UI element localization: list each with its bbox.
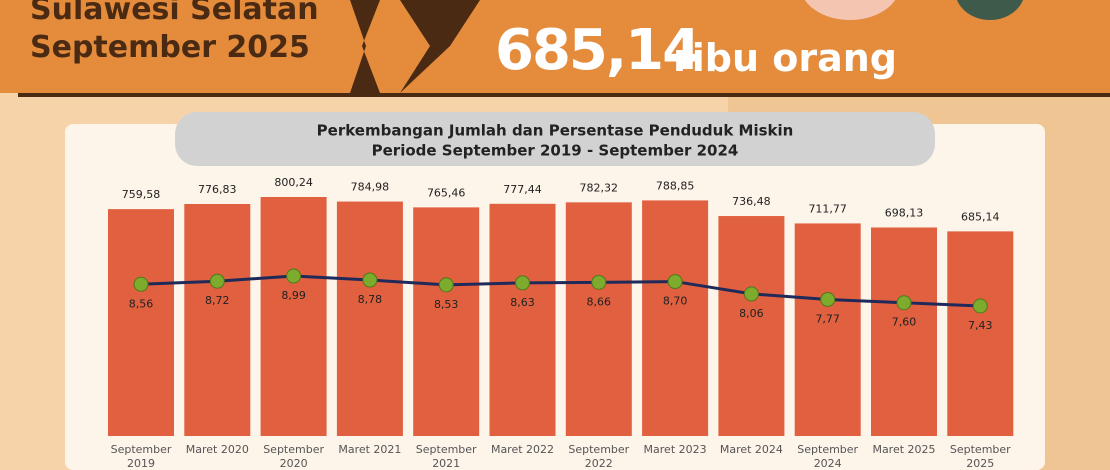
point (743, 286, 759, 302)
chart-title: Perkembangan Jumlah dan Persentase Pendu… (317, 122, 794, 140)
point-label: 8,53 (434, 298, 459, 311)
bar (184, 203, 251, 436)
period: September 2025 (30, 30, 310, 65)
point-label: 8,06 (739, 307, 764, 320)
header-band (0, 0, 1110, 93)
x-tick-label: Maret 2024 (719, 443, 783, 456)
x-tick-label: September 2022 (568, 443, 630, 470)
headline-value: 685,14 (495, 18, 701, 83)
point (438, 277, 454, 293)
chart-title: Periode September 2019 - September 2024 (372, 142, 739, 160)
bar-label: 782,32 (580, 181, 619, 194)
x-tick-label: Maret 2022 (490, 443, 555, 456)
point-label: 8,63 (510, 296, 535, 309)
bar (336, 201, 403, 436)
bar-label: 777,44 (503, 183, 542, 196)
bar (642, 200, 709, 436)
bar (871, 227, 937, 436)
x-tick-label: September 2024 (797, 443, 859, 470)
bar-label: 685,14 (961, 210, 1000, 223)
line (140, 274, 981, 308)
point-label: 7,77 (815, 312, 840, 325)
deco (955, 0, 1025, 20)
point-label: 7,60 (892, 316, 917, 329)
bar (260, 197, 327, 436)
point (209, 273, 225, 289)
point (972, 298, 988, 314)
point-label: 8,72 (205, 294, 230, 307)
x-tick-label: September 2025 (949, 443, 1011, 470)
point-label: 8,70 (663, 295, 688, 308)
point (591, 274, 607, 290)
bar (794, 223, 861, 436)
point-label: 8,99 (281, 289, 306, 302)
point-label: 7,43 (968, 319, 993, 332)
bar (718, 216, 785, 436)
point-label: 8,66 (587, 295, 612, 308)
bar (108, 209, 174, 436)
point (820, 291, 836, 307)
region: Sulawesi Selatan (30, 0, 319, 27)
bar-label: 736,48 (732, 195, 771, 208)
point (286, 268, 302, 284)
point (667, 274, 683, 290)
bar-label: 765,46 (427, 186, 466, 199)
x-tick-label: Maret 2021 (338, 443, 402, 456)
x-tick-label: September 2021 (415, 443, 477, 470)
bar-label: 698,13 (885, 206, 924, 219)
header-rule (18, 93, 1110, 97)
x-tick-label: Maret 2025 (872, 443, 936, 456)
title-pill (175, 112, 935, 166)
chevron (350, 0, 480, 93)
bar-label: 776,83 (198, 183, 237, 196)
point (515, 275, 530, 291)
bar-label: 788,85 (656, 179, 695, 192)
bar-label: 784,98 (351, 181, 390, 194)
point (133, 276, 149, 292)
x-tick-label: September 2019 (110, 443, 172, 470)
bar-label: 759,58 (122, 188, 161, 201)
point-label: 8,78 (358, 293, 383, 306)
x-tick-label: Maret 2023 (643, 443, 707, 456)
bar (565, 202, 632, 436)
x-tick-label: Maret 2020 (185, 443, 249, 456)
bar (413, 207, 480, 436)
deco (800, 0, 900, 20)
point (362, 272, 378, 288)
bar-label: 711,77 (808, 202, 847, 215)
point (896, 295, 912, 311)
point-label: 8,56 (129, 297, 154, 310)
bar-label: 800,24 (274, 176, 313, 189)
bar (489, 203, 556, 436)
headline-unit: ribu orang (673, 36, 897, 80)
x-tick-label: September 2020 (263, 443, 324, 470)
bar (947, 231, 1014, 436)
